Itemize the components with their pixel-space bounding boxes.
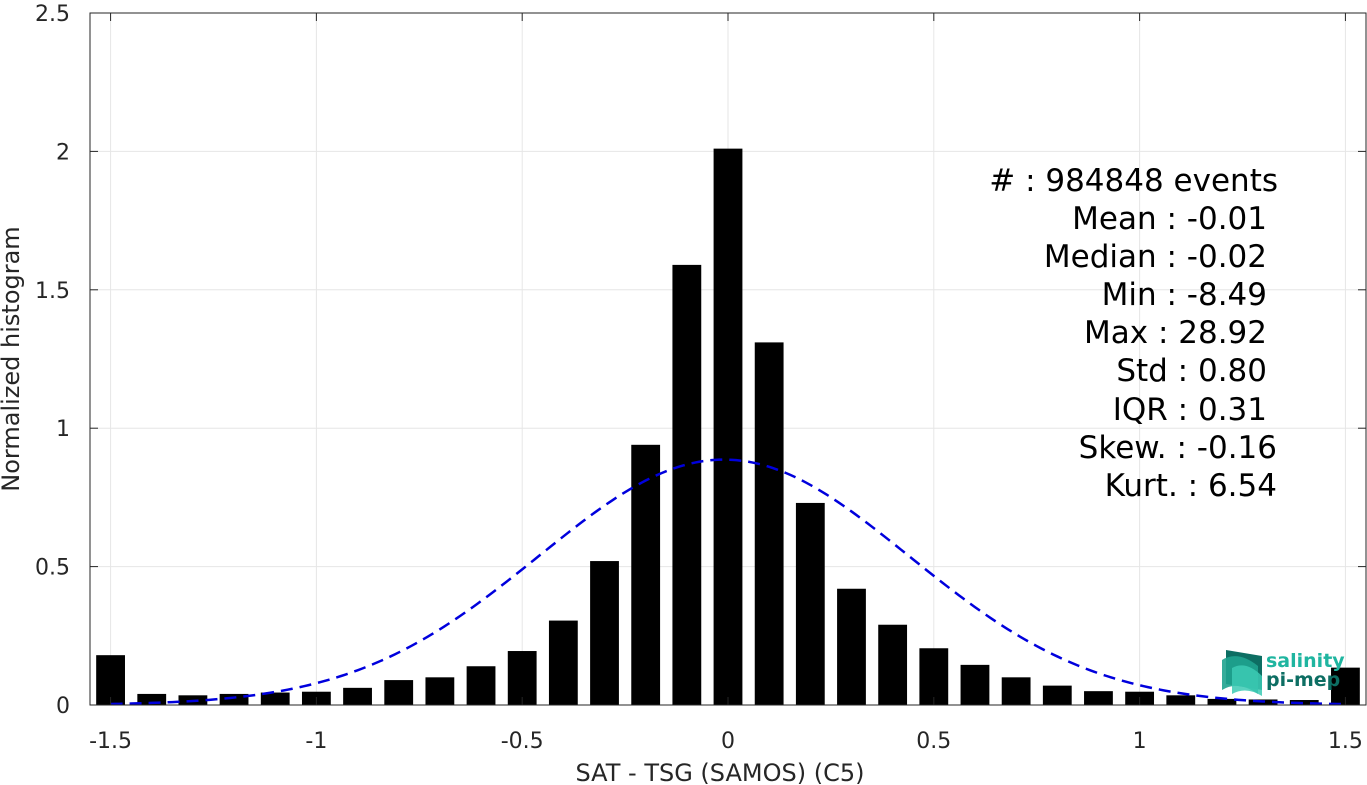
x-tick-label: 0.5: [916, 729, 951, 754]
stat-kurt: Kurt. : 6.54: [1105, 468, 1277, 504]
y-tick-label: 0: [56, 694, 70, 719]
histogram-bar: [343, 687, 372, 705]
histogram-bar: [1289, 700, 1319, 705]
histogram-bar: [384, 680, 414, 705]
histogram-bar: [919, 648, 949, 705]
salinity-pimep-logo: salinity pi-mep: [1222, 650, 1345, 696]
logo-text-salinity: salinity: [1266, 650, 1345, 672]
x-tick-label: -1.5: [89, 729, 132, 754]
y-tick-label: 2.5: [35, 2, 70, 27]
statistics-annotation: # : 984848 events Mean : -0.01 Median : …: [989, 163, 1278, 504]
x-tick-labels: -1.5 -1 -0.5 0 0.5 1 1.5: [89, 729, 1363, 754]
histogram-bar: [1166, 695, 1196, 705]
histogram-bar: [1207, 698, 1237, 705]
logo-wave-icon: [1222, 650, 1262, 696]
y-axis-label: Normalized histogram: [0, 226, 25, 491]
histogram-bar: [507, 651, 537, 705]
y-tick-label: 0.5: [35, 556, 70, 581]
x-tick-label: 1.5: [1328, 729, 1363, 754]
histogram-bar: [672, 264, 702, 705]
x-tick-label: 0: [721, 729, 735, 754]
x-axis-label: SAT - TSG (SAMOS) (C5): [576, 759, 865, 785]
histogram-bar: [548, 620, 578, 705]
histogram-bar: [754, 342, 784, 705]
histogram-bar: [466, 666, 496, 705]
histogram-bar: [260, 692, 290, 705]
stat-min: Min : -8.49: [1102, 277, 1267, 313]
histogram-bars: [96, 148, 1360, 705]
logo-text-pimep: pi-mep: [1266, 669, 1340, 691]
histogram-bar: [878, 624, 908, 705]
histogram-bar: [1042, 685, 1072, 705]
x-tick-label: -0.5: [501, 729, 544, 754]
histogram-bar: [1084, 691, 1113, 705]
y-tick-label: 1.5: [35, 279, 70, 304]
histogram-bar: [590, 561, 619, 705]
histogram-bar: [631, 444, 661, 705]
y-tick-labels: 0 0.5 1 1.5 2 2.5: [35, 2, 70, 719]
histogram-bar: [960, 664, 990, 705]
x-tick-label: 1: [1133, 729, 1147, 754]
histogram-bar: [425, 677, 455, 705]
histogram-bar: [96, 655, 125, 705]
histogram-bar: [837, 588, 866, 705]
stat-std: Std : 0.80: [1116, 353, 1267, 389]
histogram-bar: [137, 693, 167, 705]
axis-ticks: [90, 12, 1366, 706]
stat-iqr: IQR : 0.31: [1113, 392, 1267, 428]
histogram-bar: [713, 148, 743, 705]
y-tick-label: 1: [56, 417, 70, 442]
histogram-bar: [795, 502, 825, 705]
stat-max: Max : 28.92: [1084, 315, 1267, 351]
stat-median: Median : -0.02: [1044, 239, 1267, 275]
stat-count: # : 984848 events: [989, 163, 1278, 199]
histogram-bar: [1001, 677, 1031, 705]
stat-skew: Skew. : -0.16: [1079, 430, 1277, 466]
x-tick-label: -1: [305, 729, 327, 754]
histogram-bar: [219, 693, 249, 705]
stat-mean: Mean : -0.01: [1072, 201, 1267, 237]
y-tick-label: 2: [56, 140, 70, 165]
